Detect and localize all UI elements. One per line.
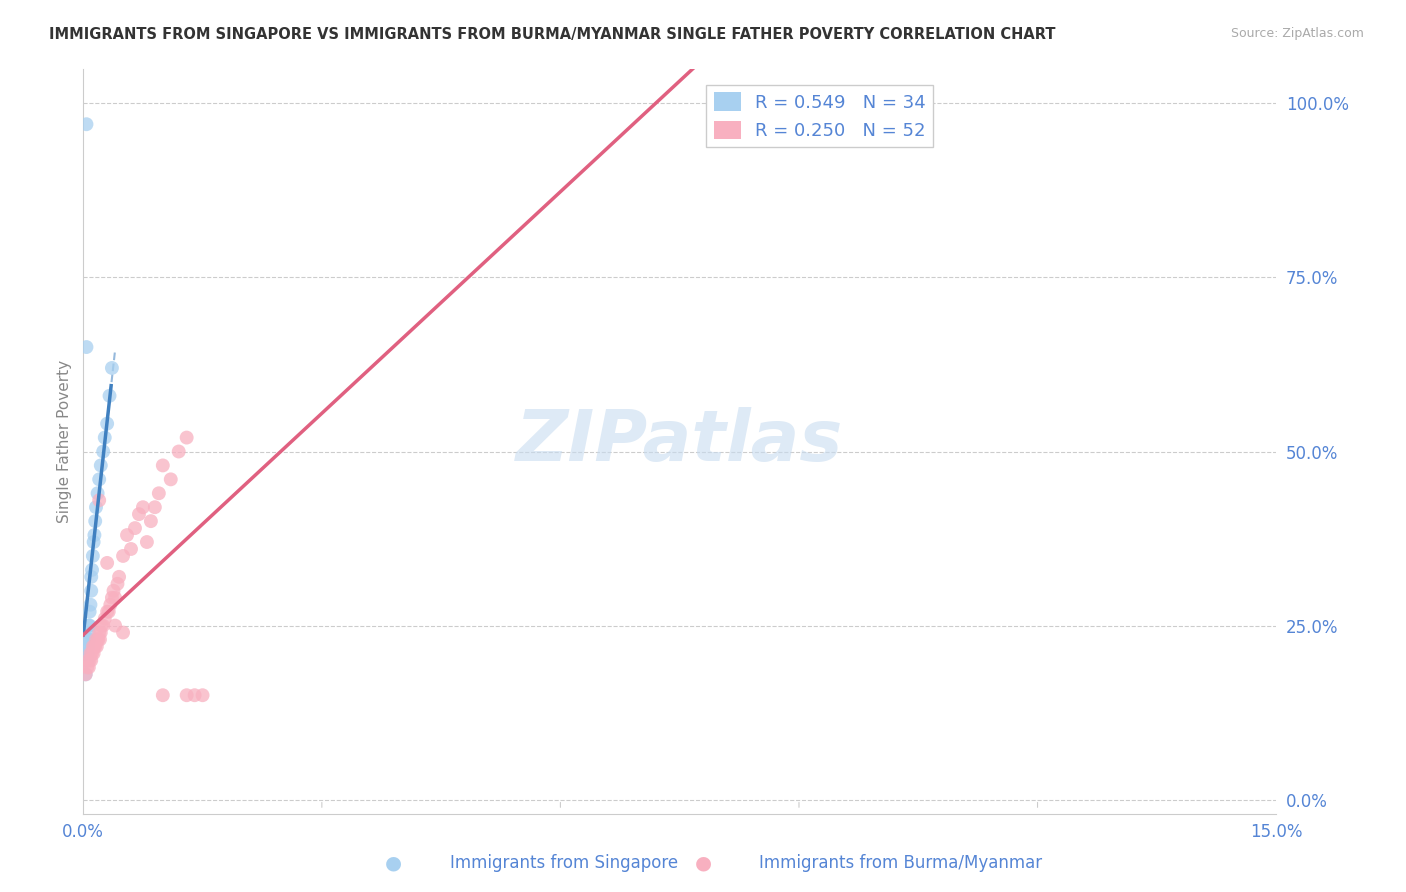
- Point: [96, 605, 118, 619]
- Point: [152, 458, 174, 473]
- Point: [79, 618, 101, 632]
- Point: [112, 625, 135, 640]
- Point: [124, 521, 146, 535]
- Point: [135, 535, 157, 549]
- Text: ●: ●: [695, 854, 711, 872]
- Point: [83, 647, 105, 661]
- Point: [91, 444, 114, 458]
- Point: [75, 667, 97, 681]
- Point: [76, 640, 98, 654]
- Point: [84, 640, 107, 654]
- Point: [139, 514, 162, 528]
- Point: [96, 556, 118, 570]
- Point: [167, 444, 190, 458]
- Point: [98, 598, 121, 612]
- Point: [101, 591, 124, 605]
- Point: [90, 625, 112, 640]
- Point: [84, 500, 107, 515]
- Point: [148, 486, 170, 500]
- Point: [82, 549, 104, 563]
- Point: [73, 653, 96, 667]
- Point: [76, 340, 98, 354]
- Point: [83, 640, 105, 654]
- Point: [79, 598, 101, 612]
- Point: [176, 688, 198, 702]
- Point: [97, 605, 120, 619]
- Point: [103, 583, 125, 598]
- Point: [77, 660, 100, 674]
- Point: [76, 653, 98, 667]
- Text: ZIPatlas: ZIPatlas: [516, 407, 844, 475]
- Point: [91, 618, 114, 632]
- Point: [76, 653, 98, 667]
- Point: [75, 647, 97, 661]
- Point: [90, 458, 112, 473]
- Point: [104, 618, 127, 632]
- Point: [77, 618, 100, 632]
- Point: [87, 632, 110, 647]
- Point: [86, 640, 108, 654]
- Point: [86, 632, 108, 647]
- Point: [82, 640, 104, 654]
- Point: [80, 583, 103, 598]
- Point: [76, 647, 98, 661]
- Point: [98, 389, 121, 403]
- Point: [86, 486, 108, 500]
- Point: [80, 653, 103, 667]
- Point: [83, 528, 105, 542]
- Text: Source: ZipAtlas.com: Source: ZipAtlas.com: [1230, 27, 1364, 40]
- Point: [128, 507, 150, 521]
- Point: [77, 640, 100, 654]
- Point: [76, 647, 98, 661]
- Point: [77, 625, 100, 640]
- Point: [80, 570, 103, 584]
- Point: [94, 612, 117, 626]
- Point: [132, 500, 155, 515]
- Point: [79, 647, 101, 661]
- Point: [108, 570, 131, 584]
- Point: [120, 541, 142, 556]
- Point: [90, 618, 112, 632]
- Point: [183, 688, 205, 702]
- Point: [191, 688, 214, 702]
- Legend: R = 0.549   N = 34, R = 0.250   N = 52: R = 0.549 N = 34, R = 0.250 N = 52: [706, 85, 934, 147]
- Point: [76, 660, 98, 674]
- Point: [89, 472, 111, 486]
- Point: [104, 591, 127, 605]
- Point: [159, 472, 181, 486]
- Point: [84, 632, 107, 647]
- Y-axis label: Single Father Poverty: Single Father Poverty: [58, 359, 72, 523]
- Point: [79, 605, 101, 619]
- Point: [89, 632, 111, 647]
- Point: [84, 514, 107, 528]
- Point: [80, 563, 103, 577]
- Point: [115, 528, 138, 542]
- Point: [89, 493, 111, 508]
- Point: [77, 632, 100, 647]
- Point: [143, 500, 166, 515]
- Text: Immigrants from Singapore: Immigrants from Singapore: [450, 855, 678, 872]
- Point: [77, 632, 100, 647]
- Point: [152, 688, 174, 702]
- Point: [176, 431, 198, 445]
- Text: Immigrants from Burma/Myanmar: Immigrants from Burma/Myanmar: [759, 855, 1042, 872]
- Point: [80, 647, 103, 661]
- Point: [112, 549, 135, 563]
- Text: IMMIGRANTS FROM SINGAPORE VS IMMIGRANTS FROM BURMA/MYANMAR SINGLE FATHER POVERTY: IMMIGRANTS FROM SINGAPORE VS IMMIGRANTS …: [49, 27, 1056, 42]
- Point: [76, 117, 98, 131]
- Point: [79, 653, 101, 667]
- Point: [89, 625, 111, 640]
- Point: [96, 417, 118, 431]
- Point: [101, 360, 124, 375]
- Point: [75, 667, 97, 681]
- Point: [94, 431, 117, 445]
- Point: [77, 653, 100, 667]
- Text: ●: ●: [385, 854, 402, 872]
- Point: [107, 576, 129, 591]
- Point: [83, 535, 105, 549]
